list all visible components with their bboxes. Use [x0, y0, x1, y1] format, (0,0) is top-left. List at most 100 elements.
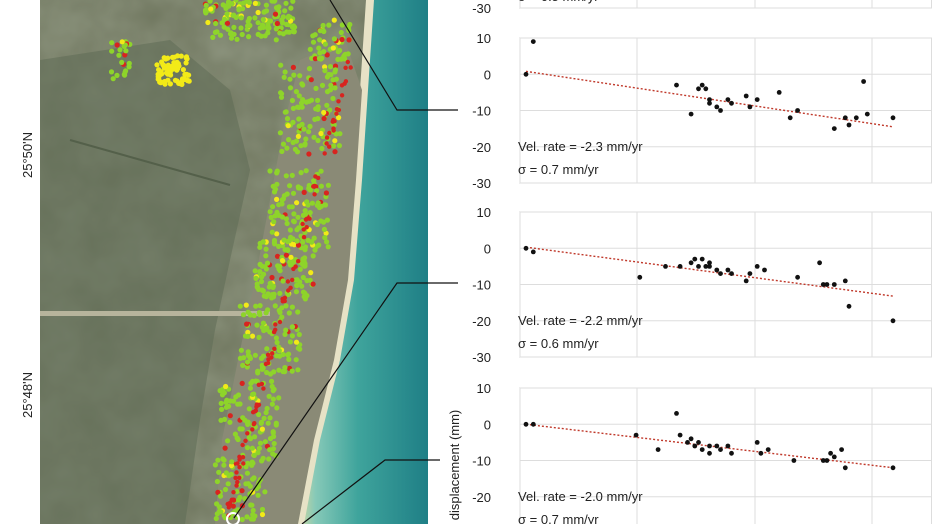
ps-point — [338, 29, 344, 36]
ps-point — [299, 283, 305, 289]
data-point — [725, 443, 731, 449]
ps-point — [278, 62, 284, 68]
ps-point — [260, 22, 266, 28]
ps-point — [294, 104, 301, 110]
ps-point — [277, 290, 283, 296]
ps-point — [252, 15, 258, 21]
canal-line — [69, 139, 231, 186]
data-point — [699, 447, 705, 452]
data-point — [824, 458, 830, 463]
ps-point-coastline — [272, 346, 277, 351]
ps-point — [257, 269, 263, 275]
ps-point — [295, 309, 301, 315]
ps-point-coastline — [307, 216, 312, 221]
ps-point — [294, 283, 300, 289]
ps-point-coastline — [240, 455, 246, 460]
ps-point-coastline — [233, 475, 238, 481]
time-series-panels: -30 σ = 0.5 mm/yr 10 0 -10 -20 -30 Vel. rate = … — [472, 0, 932, 524]
ps-point — [277, 130, 283, 136]
y-tick-label: 0 — [484, 417, 491, 432]
ps-point — [332, 138, 338, 144]
ps-point — [271, 386, 277, 392]
ps-point — [270, 284, 276, 290]
ps-point-coastline — [234, 470, 239, 475]
ps-point — [171, 54, 177, 60]
ps-point — [287, 339, 293, 345]
ps-point — [267, 18, 274, 24]
ps-point — [267, 209, 273, 215]
ps-point — [336, 143, 342, 149]
ps-point — [263, 253, 269, 259]
ps-point-coastline — [312, 192, 317, 197]
ps-point — [277, 30, 283, 36]
ps-point — [279, 17, 285, 23]
data-point — [725, 97, 731, 102]
ps-point — [162, 78, 168, 85]
ps-point — [244, 359, 251, 365]
ps-point — [296, 225, 302, 231]
ps-point — [276, 367, 282, 373]
velocity-rate-label: Vel. rate = -2.2 mm/yr — [518, 313, 643, 328]
ps-point-coastline — [259, 381, 265, 387]
ps-point — [293, 289, 299, 295]
ps-point — [222, 445, 228, 451]
data-point — [820, 282, 826, 287]
ps-point-coastline — [240, 442, 245, 448]
ps-point — [215, 489, 221, 495]
ps-point — [251, 475, 257, 481]
data-point — [842, 465, 848, 471]
ps-point-coastline — [322, 151, 327, 156]
ps-point — [308, 77, 314, 83]
ps-point-coastline — [235, 479, 240, 485]
ps-point — [322, 68, 328, 74]
ps-point-coastline — [231, 490, 236, 495]
ps-point — [221, 457, 227, 463]
ps-point — [263, 310, 269, 316]
ps-point — [272, 186, 279, 192]
ps-point — [259, 458, 265, 464]
ps-point — [219, 406, 225, 412]
data-point — [828, 450, 833, 456]
ps-point — [332, 149, 338, 155]
ps-point-coastline — [243, 438, 248, 443]
ps-point-coastline — [334, 111, 339, 116]
ps-point-coastline — [270, 351, 275, 356]
ps-point — [109, 40, 115, 46]
ps-point-coastline — [265, 352, 271, 357]
ps-point — [298, 143, 304, 149]
ps-point — [279, 314, 285, 320]
ps-point — [322, 64, 328, 70]
ps-point — [317, 28, 323, 34]
ps-point — [276, 243, 282, 249]
ps-point — [317, 37, 323, 43]
ps-point — [229, 1, 235, 7]
data-point — [842, 115, 848, 121]
data-point — [530, 421, 536, 427]
ps-point — [122, 52, 128, 58]
ps-point — [256, 286, 262, 292]
data-point — [754, 97, 760, 102]
ps-point — [270, 396, 276, 402]
ps-point — [183, 60, 189, 66]
y-tick-label: 10 — [477, 31, 491, 46]
ps-point — [285, 123, 291, 129]
ps-point — [313, 106, 319, 112]
ps-point — [256, 445, 262, 451]
data-point — [707, 264, 712, 269]
ps-point — [276, 202, 282, 208]
data-point — [530, 39, 536, 44]
data-point — [696, 440, 701, 445]
ps-point — [300, 274, 306, 281]
ps-point — [165, 71, 171, 77]
ps-point — [303, 136, 309, 142]
ps-point — [320, 22, 326, 29]
data-point — [890, 115, 896, 121]
ps-point — [260, 239, 266, 245]
ps-point — [266, 393, 272, 399]
data-point — [530, 249, 536, 255]
ps-point — [295, 345, 301, 351]
ps-point — [323, 190, 329, 196]
ps-point — [284, 220, 290, 227]
ps-point — [291, 72, 297, 78]
ps-point — [309, 239, 315, 245]
